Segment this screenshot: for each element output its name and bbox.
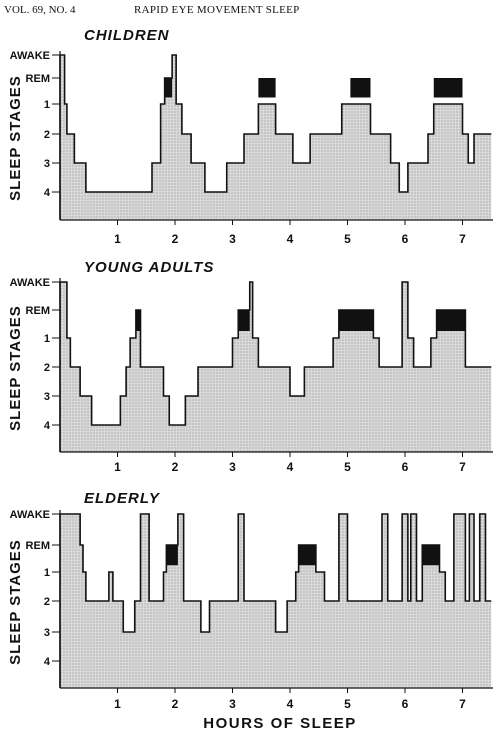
- rem-period-bar: [338, 310, 374, 331]
- stage-tick-label: 1: [44, 567, 50, 579]
- stage-tick-label: 4: [44, 420, 51, 432]
- stage-tick-label: REM: [26, 73, 50, 85]
- y-axis-title: SLEEP STAGES: [7, 539, 24, 665]
- hour-tick-label: 7: [459, 697, 466, 711]
- stage-tick-label: 3: [44, 158, 50, 170]
- stage-tick-label: REM: [26, 305, 50, 317]
- hour-tick-label: 6: [402, 460, 409, 474]
- hypnogram-line: [59, 281, 492, 452]
- hour-tick-label: 3: [229, 460, 236, 474]
- hour-tick-label: 5: [344, 232, 351, 246]
- rem-period-bar: [135, 310, 141, 331]
- stage-tick-label: AWAKE: [10, 277, 50, 289]
- stage-tick-label: 2: [44, 129, 50, 141]
- stage-tick-label: 3: [44, 627, 50, 639]
- rem-period-bar: [436, 310, 466, 331]
- stage-tick-label: 1: [44, 99, 50, 111]
- hour-tick-label: 6: [402, 232, 409, 246]
- y-axis-title: SLEEP STAGES: [7, 75, 24, 201]
- stage-tick-label: 4: [44, 656, 51, 668]
- hour-tick-label: 3: [229, 232, 236, 246]
- stage-tick-label: AWAKE: [10, 50, 50, 62]
- hour-tick-label: 5: [344, 697, 351, 711]
- hour-tick-label: 5: [344, 460, 351, 474]
- panel-title: CHILDREN: [84, 27, 170, 44]
- page-header: VOL. 69, NO. 4 RAPID EYE MOVEMENT SLEEP: [4, 4, 493, 18]
- stage-tick-label: 2: [44, 362, 50, 374]
- rem-period-bar: [166, 545, 178, 566]
- rem-period-bar: [350, 78, 371, 98]
- hour-tick-label: 7: [459, 232, 466, 246]
- rem-period-bar: [238, 310, 250, 331]
- hour-tick-label: 2: [172, 232, 179, 246]
- panel-title: ELDERLY: [84, 490, 161, 507]
- hour-tick-label: 3: [229, 697, 236, 711]
- stage-tick-label: 1: [44, 333, 50, 345]
- hour-tick-label: 4: [287, 460, 294, 474]
- rem-period-bar: [298, 545, 316, 566]
- hour-tick-label: 7: [459, 460, 466, 474]
- rem-period-bar: [258, 78, 276, 98]
- hour-tick-label: 6: [402, 697, 409, 711]
- rem-period-bar: [164, 78, 173, 98]
- hypnogram-line: [59, 54, 492, 220]
- hour-tick-label: 4: [287, 232, 294, 246]
- hour-tick-label: 1: [114, 232, 121, 246]
- hour-tick-label: 1: [114, 697, 121, 711]
- stage-tick-label: REM: [26, 540, 50, 552]
- rem-period-bar: [422, 545, 440, 566]
- journal-volume: VOL. 69, NO. 4: [4, 4, 76, 16]
- stage-tick-label: 4: [44, 187, 51, 199]
- hour-tick-label: 2: [172, 460, 179, 474]
- stage-tick-label: AWAKE: [10, 509, 50, 521]
- stage-tick-label: 3: [44, 391, 50, 403]
- y-axis-title: SLEEP STAGES: [7, 305, 24, 431]
- hour-tick-label: 2: [172, 697, 179, 711]
- x-axis-title: HOURS OF SLEEP: [203, 715, 357, 732]
- rem-period-bar: [433, 78, 463, 98]
- panel-title: YOUNG ADULTS: [84, 259, 214, 276]
- stage-tick-label: 2: [44, 596, 50, 608]
- hypnogram-line: [59, 513, 492, 688]
- running-title: RAPID EYE MOVEMENT SLEEP: [134, 4, 300, 16]
- hour-tick-label: 4: [287, 697, 294, 711]
- hour-tick-label: 1: [114, 460, 121, 474]
